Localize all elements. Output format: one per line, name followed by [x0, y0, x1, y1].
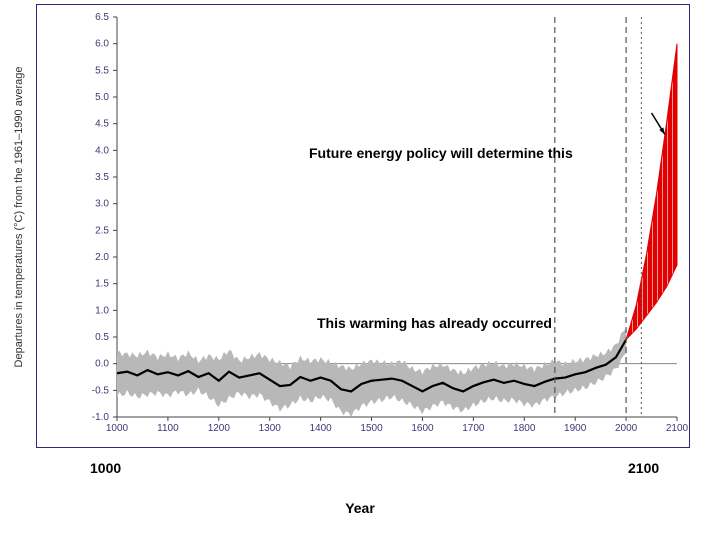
x-axis-title: Year [345, 500, 375, 516]
x-axis-start-label: 1000 [90, 460, 121, 476]
x-axis-end-label: 2100 [628, 460, 659, 476]
tick-labels-layer [0, 0, 720, 540]
slide-root: Departures in temperatures (°C) from the… [0, 0, 720, 540]
